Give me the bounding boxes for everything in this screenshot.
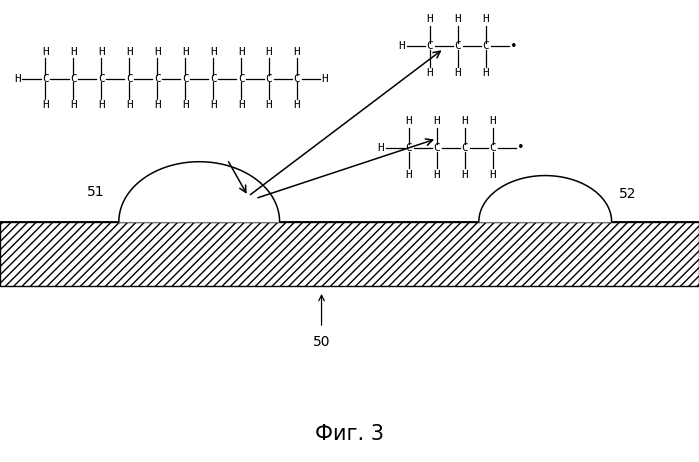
Text: C: C — [454, 41, 461, 51]
Text: H: H — [126, 47, 133, 57]
Text: H: H — [210, 100, 217, 110]
Text: H: H — [433, 170, 440, 180]
Text: H: H — [126, 100, 133, 110]
Text: H: H — [398, 41, 405, 51]
Text: H: H — [42, 100, 49, 110]
Text: C: C — [42, 73, 49, 84]
Text: C: C — [426, 41, 433, 51]
Text: H: H — [70, 47, 77, 57]
Text: H: H — [482, 68, 489, 78]
Text: C: C — [126, 73, 133, 84]
Text: 51: 51 — [87, 185, 105, 199]
Polygon shape — [119, 162, 280, 222]
Text: H: H — [98, 47, 105, 57]
Text: C: C — [405, 143, 412, 153]
Text: H: H — [426, 68, 433, 78]
Text: H: H — [461, 170, 468, 180]
Text: 52: 52 — [619, 187, 636, 201]
Text: H: H — [266, 100, 273, 110]
Text: H: H — [98, 100, 105, 110]
Text: H: H — [182, 47, 189, 57]
Text: C: C — [182, 73, 189, 84]
Text: H: H — [14, 73, 21, 84]
Text: H: H — [454, 68, 461, 78]
Text: H: H — [461, 116, 468, 126]
Text: H: H — [405, 116, 412, 126]
Text: C: C — [266, 73, 273, 84]
Text: H: H — [294, 47, 301, 57]
Text: H: H — [210, 47, 217, 57]
Text: H: H — [42, 47, 49, 57]
Text: H: H — [70, 100, 77, 110]
Text: H: H — [294, 100, 301, 110]
Text: H: H — [154, 100, 161, 110]
Text: C: C — [210, 73, 217, 84]
Polygon shape — [479, 176, 612, 222]
Text: H: H — [426, 14, 433, 24]
Text: C: C — [98, 73, 105, 84]
Text: •: • — [517, 141, 524, 154]
Text: H: H — [377, 143, 384, 153]
Text: H: H — [489, 116, 496, 126]
Text: Фиг. 3: Фиг. 3 — [315, 424, 384, 444]
Text: H: H — [405, 170, 412, 180]
Text: H: H — [238, 47, 245, 57]
Text: 50: 50 — [312, 335, 331, 349]
Text: H: H — [238, 100, 245, 110]
Text: H: H — [433, 116, 440, 126]
Text: •: • — [510, 40, 517, 53]
Text: H: H — [266, 47, 273, 57]
Text: C: C — [433, 143, 440, 153]
Text: C: C — [294, 73, 301, 84]
Text: C: C — [461, 143, 468, 153]
Text: C: C — [238, 73, 245, 84]
Text: H: H — [154, 47, 161, 57]
Text: H: H — [322, 73, 329, 84]
Text: H: H — [489, 170, 496, 180]
Text: H: H — [454, 14, 461, 24]
Text: C: C — [482, 41, 489, 51]
Text: H: H — [482, 14, 489, 24]
Text: C: C — [154, 73, 161, 84]
Bar — [0, 222, 699, 286]
Text: C: C — [70, 73, 77, 84]
Text: H: H — [182, 100, 189, 110]
Text: C: C — [489, 143, 496, 153]
